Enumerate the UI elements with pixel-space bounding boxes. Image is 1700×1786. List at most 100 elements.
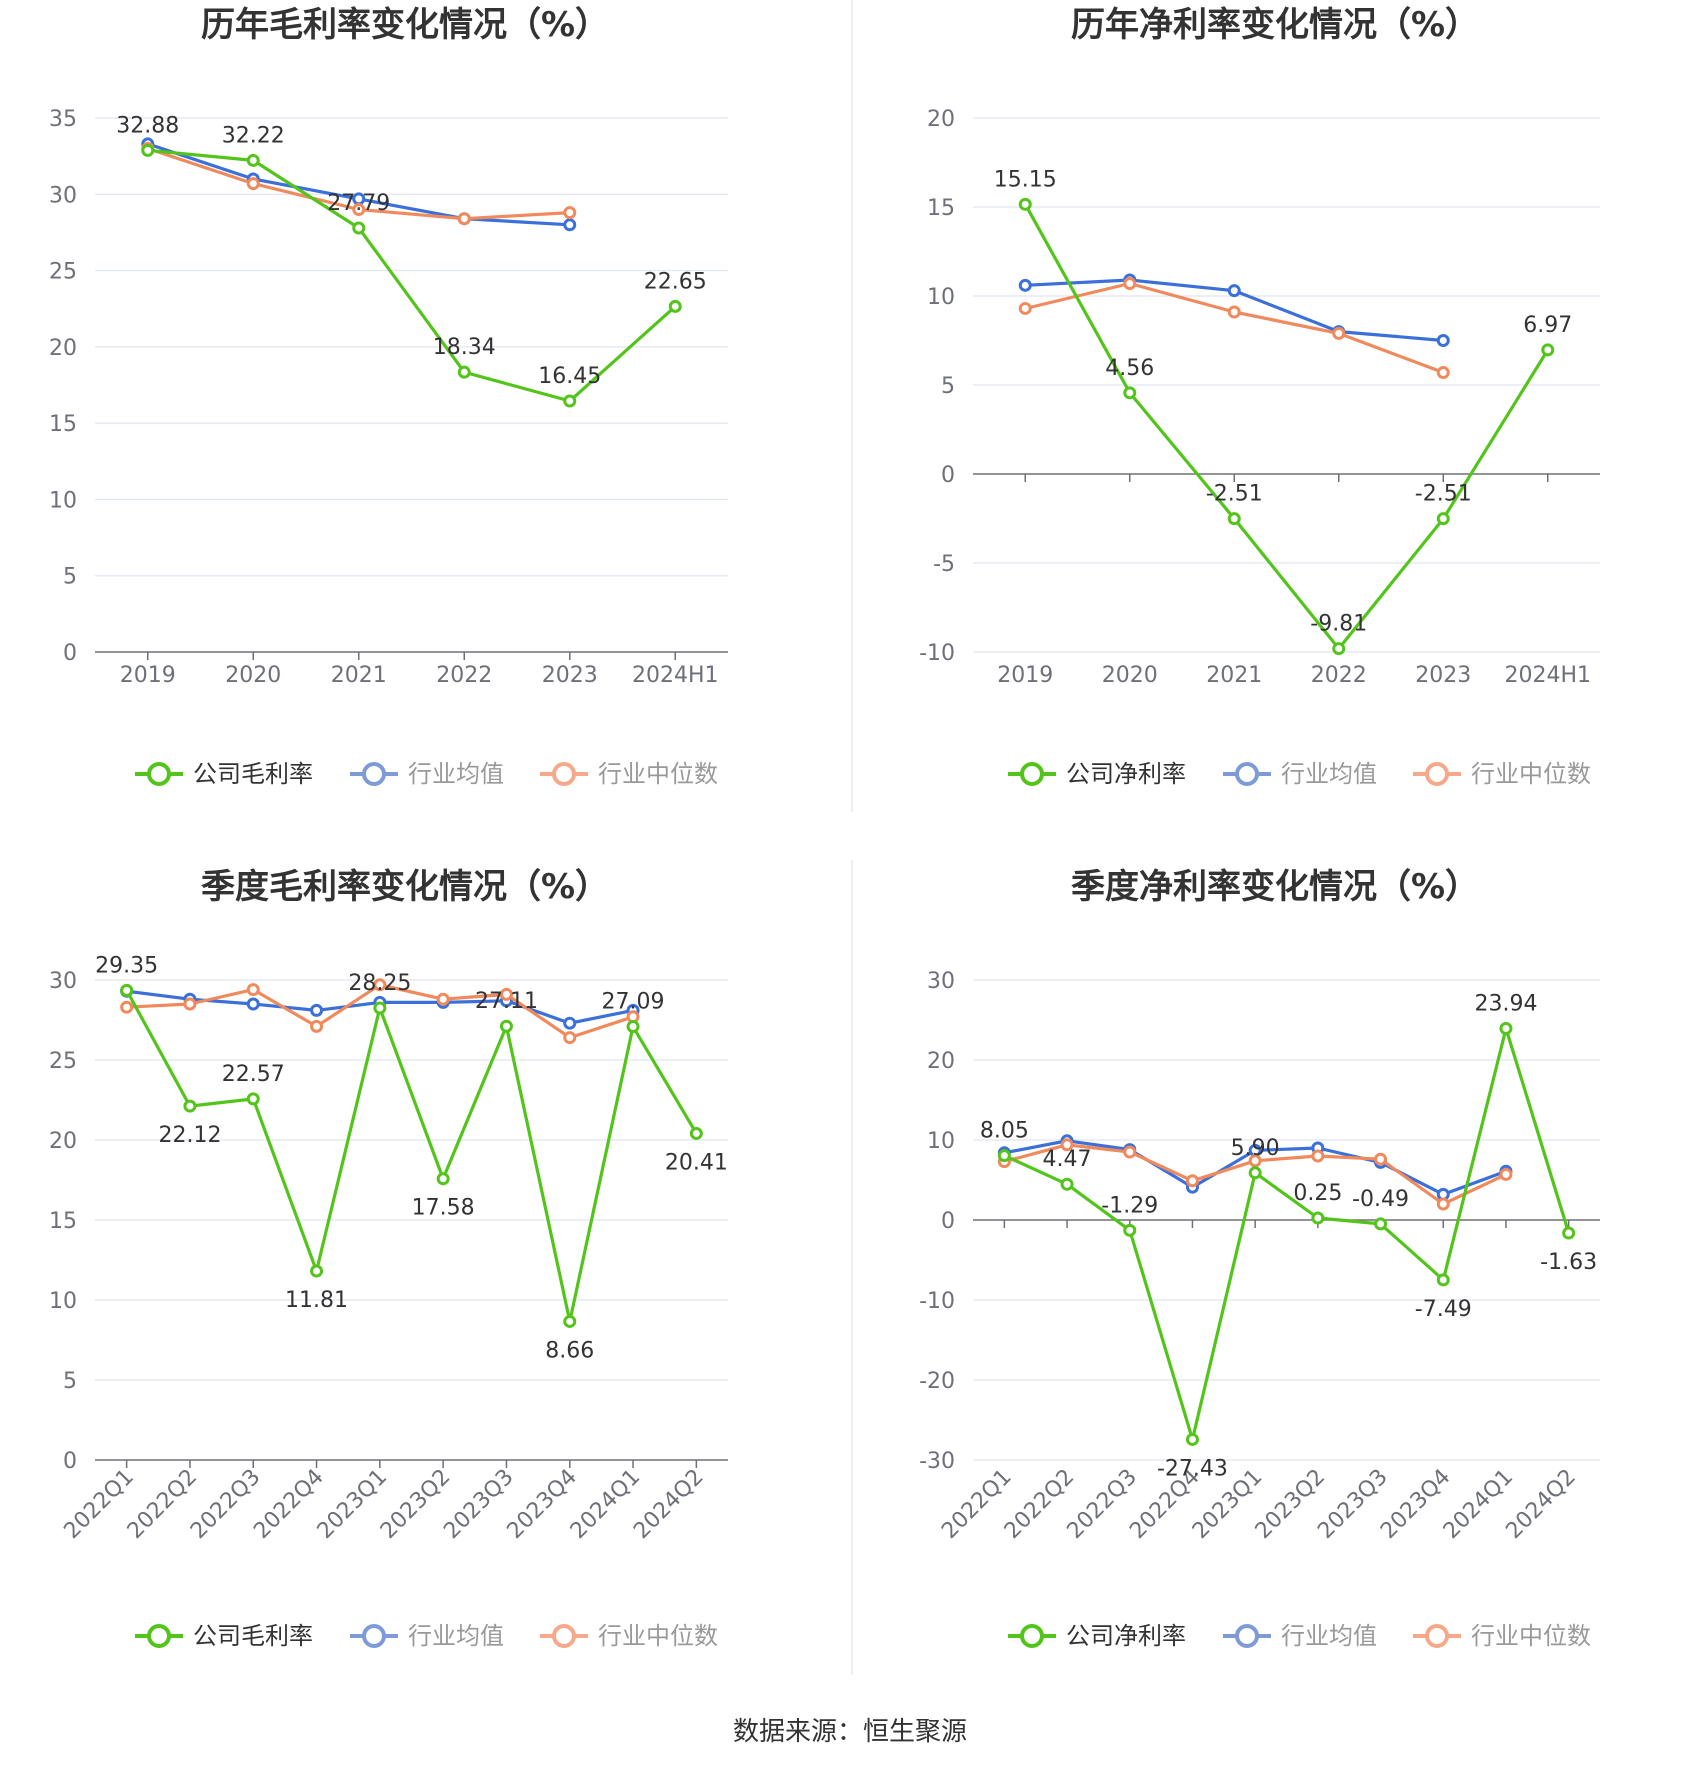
data-point[interactable] xyxy=(563,1016,577,1030)
data-point[interactable] xyxy=(1332,642,1346,656)
data-point[interactable] xyxy=(1018,197,1032,211)
data-point[interactable] xyxy=(689,1126,703,1140)
data-point[interactable] xyxy=(499,1019,513,1033)
data-point[interactable] xyxy=(1436,512,1450,526)
data-point[interactable] xyxy=(563,218,577,232)
data-point[interactable] xyxy=(246,983,260,997)
data-label: -7.49 xyxy=(1415,1297,1472,1322)
data-point[interactable] xyxy=(1562,1226,1576,1240)
legend-item[interactable]: 公司净利率 xyxy=(1008,760,1186,788)
data-point[interactable] xyxy=(457,212,471,226)
data-point[interactable] xyxy=(373,978,387,992)
data-point[interactable] xyxy=(1123,386,1137,400)
legend-item[interactable]: 公司毛利率 xyxy=(135,760,313,788)
chart-panel-0: 历年毛利率变化情况（%） 0 5 10 15 20 25 30 35 2019 2020 2021 20… xyxy=(49,5,728,788)
legend-item[interactable]: 行业中位数 xyxy=(1413,1622,1591,1650)
data-point[interactable] xyxy=(1185,1432,1199,1446)
data-point[interactable] xyxy=(668,299,682,313)
data-point[interactable] xyxy=(246,177,260,191)
y-tick-label: 30 xyxy=(49,969,77,994)
data-label: 23.94 xyxy=(1474,991,1537,1016)
data-point[interactable] xyxy=(310,1003,324,1017)
x-tick-label: 2024H1 xyxy=(1504,663,1591,688)
data-point[interactable] xyxy=(1123,277,1137,291)
data-point[interactable] xyxy=(563,394,577,408)
data-label: 11.81 xyxy=(285,1288,348,1313)
y-tick-label: 20 xyxy=(927,1049,955,1074)
data-point[interactable] xyxy=(1436,1197,1450,1211)
data-point[interactable] xyxy=(373,1001,387,1015)
data-point[interactable] xyxy=(499,987,513,1001)
data-point[interactable] xyxy=(1060,1138,1074,1152)
data-point[interactable] xyxy=(246,997,260,1011)
data-point[interactable] xyxy=(997,1149,1011,1163)
legend-item[interactable]: 公司毛利率 xyxy=(135,1622,313,1650)
data-point[interactable] xyxy=(1248,1166,1262,1180)
data-point[interactable] xyxy=(120,1000,134,1014)
data-point[interactable] xyxy=(1018,301,1032,315)
y-tick-label: -10 xyxy=(919,1289,955,1314)
data-point[interactable] xyxy=(1185,1174,1199,1188)
data-point[interactable] xyxy=(1311,1211,1325,1225)
data-point[interactable] xyxy=(563,206,577,220)
data-point[interactable] xyxy=(626,1020,640,1034)
legend-item[interactable]: 公司净利率 xyxy=(1008,1622,1186,1650)
legend-item[interactable]: 行业均值 xyxy=(350,1622,504,1650)
y-tick-label: 20 xyxy=(927,107,955,132)
data-point[interactable] xyxy=(1436,366,1450,380)
data-point[interactable] xyxy=(352,203,366,217)
data-point[interactable] xyxy=(310,1264,324,1278)
data-point[interactable] xyxy=(1374,1217,1388,1231)
data-point[interactable] xyxy=(436,1172,450,1186)
legend-item[interactable]: 行业均值 xyxy=(1223,760,1377,788)
data-label: -9.81 xyxy=(1310,612,1367,637)
data-point[interactable] xyxy=(1227,305,1241,319)
data-point[interactable] xyxy=(1332,326,1346,340)
x-tick-label: 2021 xyxy=(1206,663,1262,688)
data-point[interactable] xyxy=(183,997,197,1011)
data-point[interactable] xyxy=(1499,1167,1513,1181)
legend: 公司净利率 行业均值 行业中位数 xyxy=(1008,760,1591,788)
legend-item[interactable]: 行业均值 xyxy=(1223,1622,1377,1650)
data-point[interactable] xyxy=(563,1031,577,1045)
data-point[interactable] xyxy=(1541,343,1555,357)
y-tick-label: -20 xyxy=(919,1369,955,1394)
data-point[interactable] xyxy=(1060,1177,1074,1191)
data-point[interactable] xyxy=(120,983,134,997)
legend: 公司毛利率 行业均值 行业中位数 xyxy=(135,760,718,788)
data-point[interactable] xyxy=(183,1099,197,1113)
data-point[interactable] xyxy=(436,992,450,1006)
data-point[interactable] xyxy=(1374,1152,1388,1166)
y-tick-label: 10 xyxy=(49,488,77,513)
x-tick-label: 2019 xyxy=(997,663,1053,688)
data-point[interactable] xyxy=(352,221,366,235)
data-point[interactable] xyxy=(246,1092,260,1106)
data-point[interactable] xyxy=(1436,1273,1450,1287)
legend-item[interactable]: 行业中位数 xyxy=(540,1622,718,1650)
y-tick-label: 25 xyxy=(49,260,77,285)
data-point[interactable] xyxy=(1499,1021,1513,1035)
y-tick-label: -30 xyxy=(919,1449,955,1474)
legend-item[interactable]: 行业中位数 xyxy=(1413,760,1591,788)
data-point[interactable] xyxy=(141,143,155,157)
data-point[interactable] xyxy=(1227,512,1241,526)
legend-item[interactable]: 行业均值 xyxy=(350,760,504,788)
legend-item[interactable]: 行业中位数 xyxy=(540,760,718,788)
data-point[interactable] xyxy=(457,365,471,379)
data-point[interactable] xyxy=(246,153,260,167)
data-point[interactable] xyxy=(310,1019,324,1033)
legend-label: 行业中位数 xyxy=(1471,760,1591,788)
chart-panel-1: 历年净利率变化情况（%） -10 -5 0 5 10 15 20 2019 2020 2021 202… xyxy=(919,5,1600,788)
data-point[interactable] xyxy=(563,1314,577,1328)
data-point[interactable] xyxy=(1311,1149,1325,1163)
data-point[interactable] xyxy=(1123,1223,1137,1237)
data-point[interactable] xyxy=(1227,284,1241,298)
y-tick-label: 10 xyxy=(49,1289,77,1314)
legend-marker-icon xyxy=(552,762,576,786)
data-point[interactable] xyxy=(1436,334,1450,347)
data-point[interactable] xyxy=(1018,278,1032,292)
data-point[interactable] xyxy=(1248,1154,1262,1168)
data-point[interactable] xyxy=(1123,1145,1137,1159)
y-tick-label: 20 xyxy=(49,1129,77,1154)
